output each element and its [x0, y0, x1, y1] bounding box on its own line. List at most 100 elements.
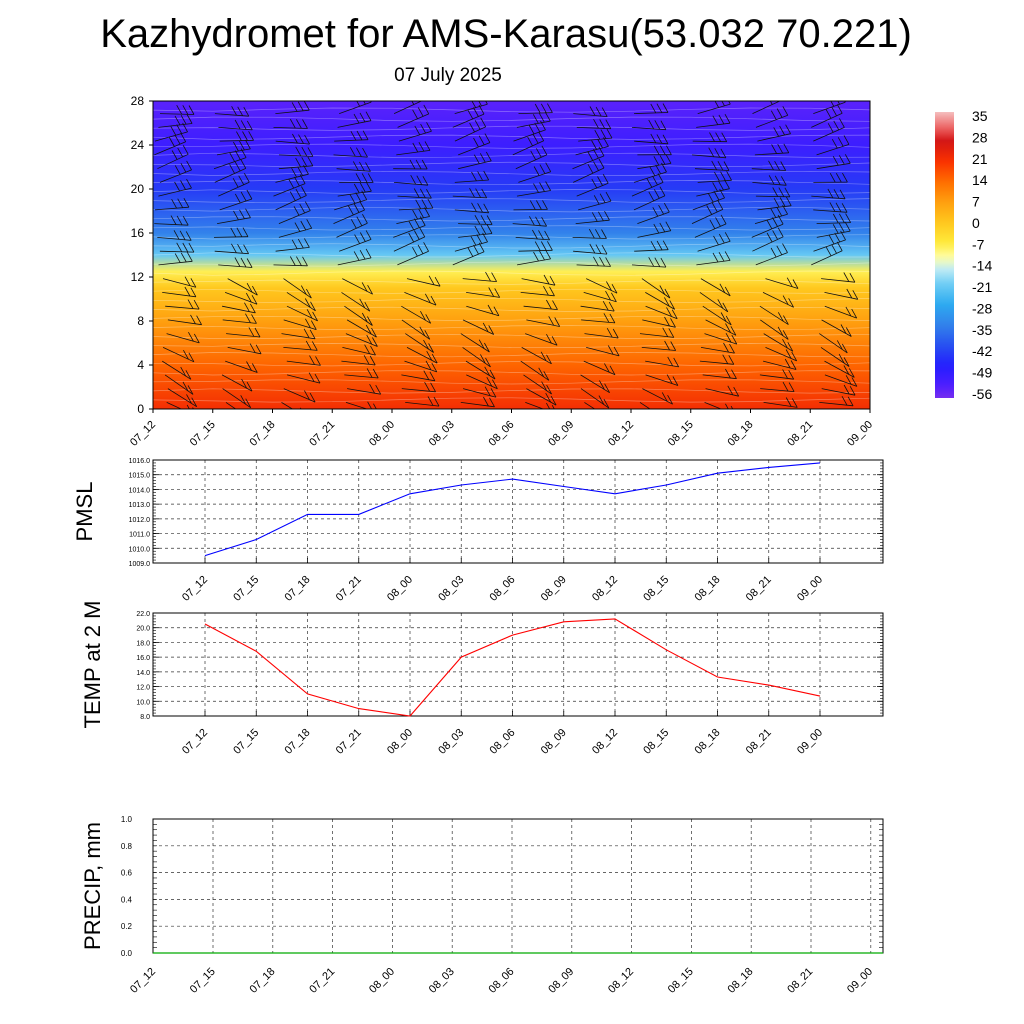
wind-barb: [219, 189, 253, 211]
wind-barb-shaft: [882, 375, 911, 393]
pmsl-panel: 1009.0 1010.0 1011.0 1012.0 1013.0 1014.0 1015…: [72, 458, 884, 604]
wind-barb-feather: [718, 252, 725, 262]
wind-barb-feather: [540, 103, 547, 113]
wind-barb-feather: [481, 188, 488, 199]
wind-barb-feather: [709, 132, 715, 142]
wind-barb-feather: [240, 159, 247, 169]
wind-barb-feather: [889, 152, 894, 161]
wind-barb-feather: [475, 188, 481, 198]
wind-barb: [161, 360, 192, 380]
wind-barb-feather: [652, 207, 659, 217]
wind-barb-feather: [246, 361, 252, 371]
wind-barb: [393, 101, 423, 114]
wind-barb-feather: [433, 396, 440, 407]
wind-barb: [639, 402, 659, 409]
wind-barb-feather: [911, 394, 916, 403]
wind-barb: [283, 278, 312, 299]
wind-barb-feather: [546, 354, 552, 364]
wind-barb-feather: [538, 113, 545, 123]
x-tick-label: 07_18: [283, 727, 313, 757]
wind-barb-feather: [774, 161, 780, 171]
wind-barb-shaft: [281, 402, 294, 409]
wind-barb-feather: [314, 373, 321, 384]
wind-barb-feather: [248, 327, 255, 337]
wind-barb-shaft: [885, 389, 916, 404]
wind-barb-feather: [249, 343, 256, 353]
wind-barb: [466, 304, 500, 317]
wind-barb-feather: [717, 161, 724, 171]
colorbar-label: 35: [972, 108, 988, 124]
wind-barb: [458, 224, 493, 238]
wind-barb-shaft: [513, 129, 546, 142]
wind-barb-feather: [893, 122, 898, 131]
y-tick-label: 0.0: [121, 949, 133, 958]
wind-barb-feather: [419, 227, 426, 238]
wind-barb-feather: [593, 256, 599, 266]
y-tick-label: 8.0: [140, 714, 150, 721]
wind-barb: [466, 374, 498, 390]
wind-barb-feather: [712, 182, 718, 192]
wind-barb: [884, 334, 915, 348]
wind-barb-feather: [609, 313, 616, 324]
wind-barb: [398, 122, 432, 142]
wind-barb: [516, 181, 551, 197]
wind-barb: [752, 175, 787, 186]
wind-barb-feather: [831, 244, 837, 254]
wind-barb-feather: [720, 148, 727, 158]
wind-barb-shaft: [337, 257, 372, 266]
wind-barb-shaft: [580, 388, 610, 409]
heatmap-x-tick-label: 07_15: [188, 419, 218, 449]
wind-barb-feather: [532, 134, 539, 144]
wind-barb: [518, 162, 552, 183]
wind-barb-feather: [838, 155, 845, 165]
wind-barb-feather: [365, 324, 372, 335]
wind-barb-feather: [906, 101, 911, 110]
wind-barb-shaft: [697, 103, 731, 114]
wind-barb-feather: [359, 250, 366, 260]
wind-barb: [702, 305, 732, 326]
wind-barb-feather: [349, 194, 356, 204]
wind-barb-feather: [182, 105, 189, 115]
wind-barb: [460, 333, 490, 353]
wind-barb-feather: [489, 397, 495, 407]
wind-barb: [344, 368, 379, 379]
wind-barb-feather: [715, 132, 721, 142]
wind-barb-feather: [657, 173, 664, 183]
wind-barb-feather: [538, 131, 545, 141]
wind-barb-feather: [180, 366, 187, 377]
wind-barb: [278, 219, 313, 238]
wind-barb-feather: [304, 201, 311, 211]
wind-barb: [226, 327, 261, 338]
wind-barb-feather: [601, 244, 608, 255]
wind-barb-shaft: [213, 157, 247, 170]
wind-barb-feather: [783, 143, 790, 153]
y-tick-label: 12.0: [136, 685, 150, 692]
wind-barb-shaft: [339, 101, 372, 114]
wind-barb-feather: [588, 228, 595, 239]
wind-barb-feather: [598, 211, 604, 221]
wind-barb: [458, 133, 491, 156]
wind-barb-feather: [362, 130, 369, 140]
wind-barb-feather: [304, 390, 310, 400]
wind-barb-shaft: [813, 239, 846, 252]
wind-barb-feather: [301, 146, 308, 157]
wind-barb-shaft: [401, 319, 431, 340]
wind-barb-feather: [484, 342, 490, 353]
wind-barb-shaft: [452, 251, 485, 266]
wind-barb-feather: [529, 200, 536, 210]
wind-barb-shaft: [466, 374, 498, 390]
wind-barb-feather: [240, 120, 247, 130]
wind-barb-feather: [664, 340, 670, 351]
wind-barb-feather: [474, 120, 481, 130]
wind-barb-feather: [898, 111, 903, 120]
wind-barb-feather: [469, 188, 475, 198]
wind-barb-feather: [845, 213, 851, 223]
x-tick-label: 08_09: [546, 966, 576, 996]
wind-barb-shaft: [278, 154, 313, 157]
wind-barb-feather: [900, 240, 905, 249]
contour-line: [153, 116, 870, 122]
wind-barb: [751, 160, 787, 171]
wind-barb: [584, 402, 604, 409]
wind-barb-feather: [488, 325, 495, 335]
wind-barb-feather: [424, 382, 430, 392]
